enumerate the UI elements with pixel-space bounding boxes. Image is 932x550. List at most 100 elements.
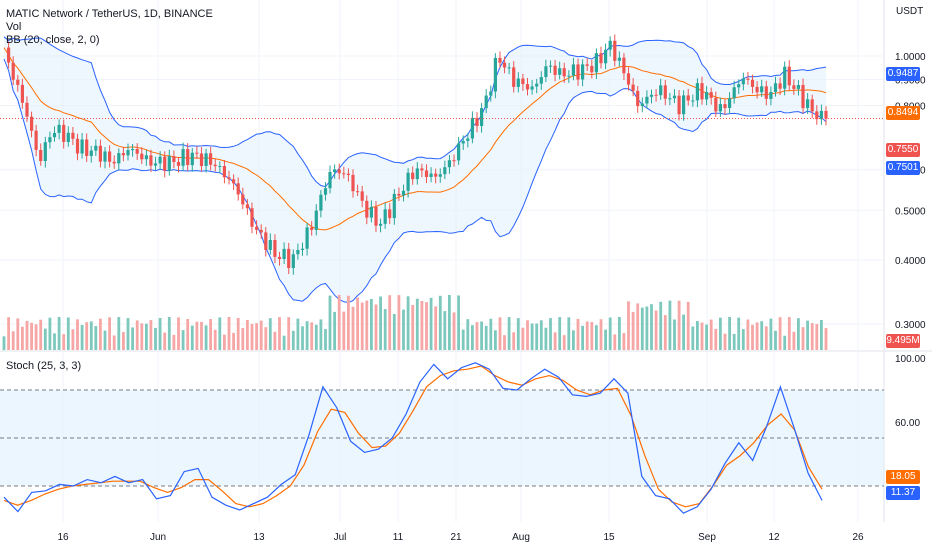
- volume-bar: [80, 325, 84, 350]
- candle-body: [80, 139, 84, 154]
- volume-bar: [383, 309, 387, 350]
- volume-bar: [370, 299, 373, 350]
- candle-body: [176, 162, 181, 166]
- volume-bar: [755, 322, 759, 350]
- volume-bar: [471, 325, 474, 350]
- volume-bar: [204, 325, 208, 350]
- volume-bar: [347, 295, 350, 350]
- candle-body: [273, 240, 277, 257]
- volume-bar: [333, 311, 336, 350]
- candle-body: [521, 78, 525, 85]
- candle-body: [16, 79, 20, 85]
- candle-body: [764, 86, 768, 99]
- volume-bar: [448, 295, 451, 350]
- candle-body: [626, 73, 631, 85]
- time-tick-label: 16: [57, 532, 69, 543]
- candle-body: [199, 153, 204, 166]
- candle-body: [443, 167, 447, 175]
- candle-body: [594, 53, 598, 73]
- bb-basis-tag: 0.8494: [886, 106, 920, 120]
- candle-body: [461, 140, 465, 144]
- volume-bar: [659, 301, 663, 350]
- volume-bar: [324, 329, 327, 350]
- volume-bar: [590, 322, 594, 350]
- volume-bar: [585, 321, 589, 350]
- candle-body: [585, 64, 589, 66]
- volume-bar: [149, 320, 153, 350]
- candle-body: [654, 94, 658, 96]
- price-tick-label: 0.4000: [895, 256, 926, 267]
- volume-bar: [411, 305, 415, 350]
- candle-body: [760, 86, 764, 93]
- candle-body: [277, 256, 282, 259]
- candle-body: [268, 240, 272, 250]
- time-tick-label: 26: [852, 532, 864, 543]
- volume-bar: [379, 296, 382, 350]
- volume-bar: [402, 309, 405, 350]
- candle-body: [755, 86, 759, 93]
- candle-body: [714, 97, 718, 112]
- candle-body: [535, 83, 539, 87]
- volume-bar: [480, 321, 483, 350]
- volume-bar: [732, 333, 736, 350]
- volume-bar: [25, 320, 29, 350]
- volume-bar: [498, 317, 502, 350]
- volume-bar: [39, 319, 43, 350]
- price-axis-unit: USDT: [896, 6, 924, 17]
- candle-body: [617, 57, 621, 61]
- volume-bar: [43, 328, 47, 350]
- candle-body: [369, 206, 373, 218]
- volume-bar: [48, 317, 52, 350]
- volume-bar: [273, 331, 277, 350]
- candle-body: [374, 206, 378, 226]
- volume-bar: [544, 327, 548, 350]
- candle-body: [34, 130, 38, 150]
- volume-bar: [30, 322, 33, 350]
- volume-bar: [305, 321, 309, 350]
- volume-bar: [406, 296, 410, 350]
- volume-bar: [663, 315, 667, 350]
- volume-bar: [746, 319, 750, 350]
- candle-body: [66, 132, 70, 142]
- candle-body: [236, 183, 240, 195]
- candle-body: [691, 100, 695, 102]
- volume-bar: [484, 325, 488, 350]
- volume-bar: [71, 329, 75, 350]
- candle-body: [700, 83, 704, 100]
- candle-body: [117, 153, 121, 164]
- volume-bar: [512, 332, 516, 350]
- candle-body: [796, 85, 800, 89]
- candle-body: [62, 124, 66, 142]
- candle-body: [787, 66, 791, 86]
- candle-body: [548, 65, 553, 67]
- candle-body: [108, 151, 112, 162]
- candle-body: [333, 169, 337, 172]
- candle-body: [815, 111, 819, 120]
- volume-bar: [461, 329, 465, 350]
- candle-body: [204, 153, 208, 166]
- volume-bar: [443, 311, 447, 350]
- volume-bar: [774, 330, 777, 350]
- candle-body: [452, 160, 456, 162]
- bb-lower-tag: 0.7501: [886, 161, 920, 175]
- volume-bar: [627, 301, 630, 350]
- candle-body: [213, 164, 217, 167]
- bollinger-bands-label: BB (20, close, 2, 0): [6, 34, 100, 46]
- candle-body: [682, 95, 686, 115]
- candle-body: [94, 145, 98, 151]
- volume-bar: [608, 317, 612, 350]
- volume-bar: [186, 319, 190, 350]
- candle-body: [415, 168, 419, 180]
- volume-bar: [223, 334, 226, 350]
- time-tick-label: Sep: [698, 532, 716, 543]
- volume-bar: [475, 322, 479, 350]
- candle-body: [705, 92, 709, 100]
- time-tick-label: Jul: [334, 532, 347, 543]
- candle-body: [342, 173, 346, 175]
- volume-bar: [521, 327, 525, 350]
- volume-bar: [21, 326, 24, 350]
- candle-body: [631, 84, 635, 91]
- volume-bar: [516, 318, 520, 350]
- volume-bar: [246, 320, 249, 350]
